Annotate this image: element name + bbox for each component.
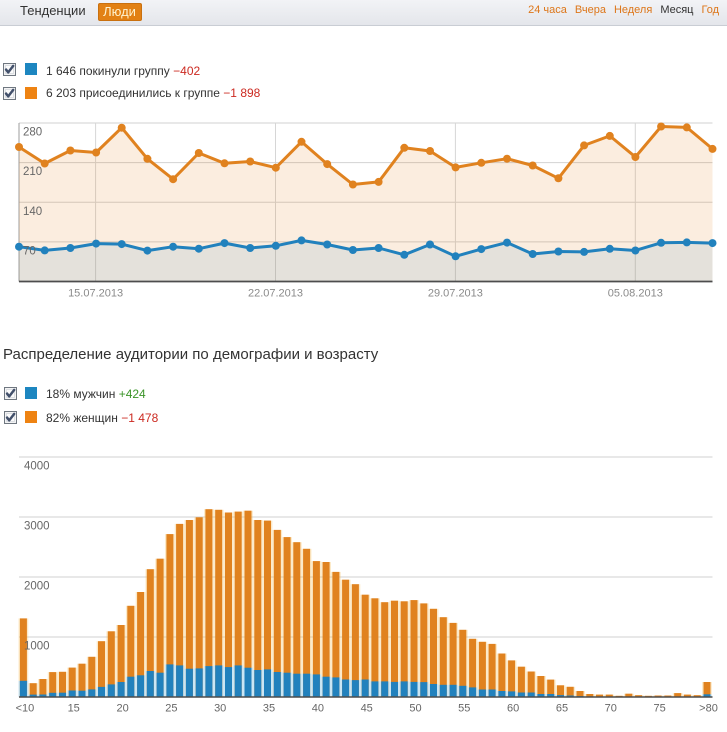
svg-text:2000: 2000 [24,581,50,593]
svg-text:22.07.2013: 22.07.2013 [248,288,303,300]
svg-text:15.07.2013: 15.07.2013 [68,288,123,300]
svg-text:55: 55 [458,703,470,715]
svg-text:4000: 4000 [24,461,50,473]
svg-text:25: 25 [165,703,177,715]
svg-text:40: 40 [312,703,324,715]
svg-text:280: 280 [23,127,42,139]
svg-text:30: 30 [214,703,226,715]
svg-text:45: 45 [361,703,373,715]
svg-text:60: 60 [507,703,519,715]
svg-text:<10: <10 [16,703,35,715]
svg-text:70: 70 [605,703,617,715]
svg-text:05.08.2013: 05.08.2013 [608,288,663,300]
svg-text:50: 50 [409,703,421,715]
svg-text:65: 65 [556,703,568,715]
svg-text:70: 70 [23,245,36,257]
svg-text:20: 20 [116,703,128,715]
svg-text:>80: >80 [699,703,718,715]
svg-text:75: 75 [653,703,665,715]
svg-text:35: 35 [263,703,275,715]
svg-text:3000: 3000 [24,521,50,533]
svg-text:140: 140 [23,206,42,218]
svg-text:15: 15 [68,703,80,715]
svg-text:1000: 1000 [24,641,50,653]
svg-text:210: 210 [23,166,42,178]
svg-text:29.07.2013: 29.07.2013 [428,288,483,300]
